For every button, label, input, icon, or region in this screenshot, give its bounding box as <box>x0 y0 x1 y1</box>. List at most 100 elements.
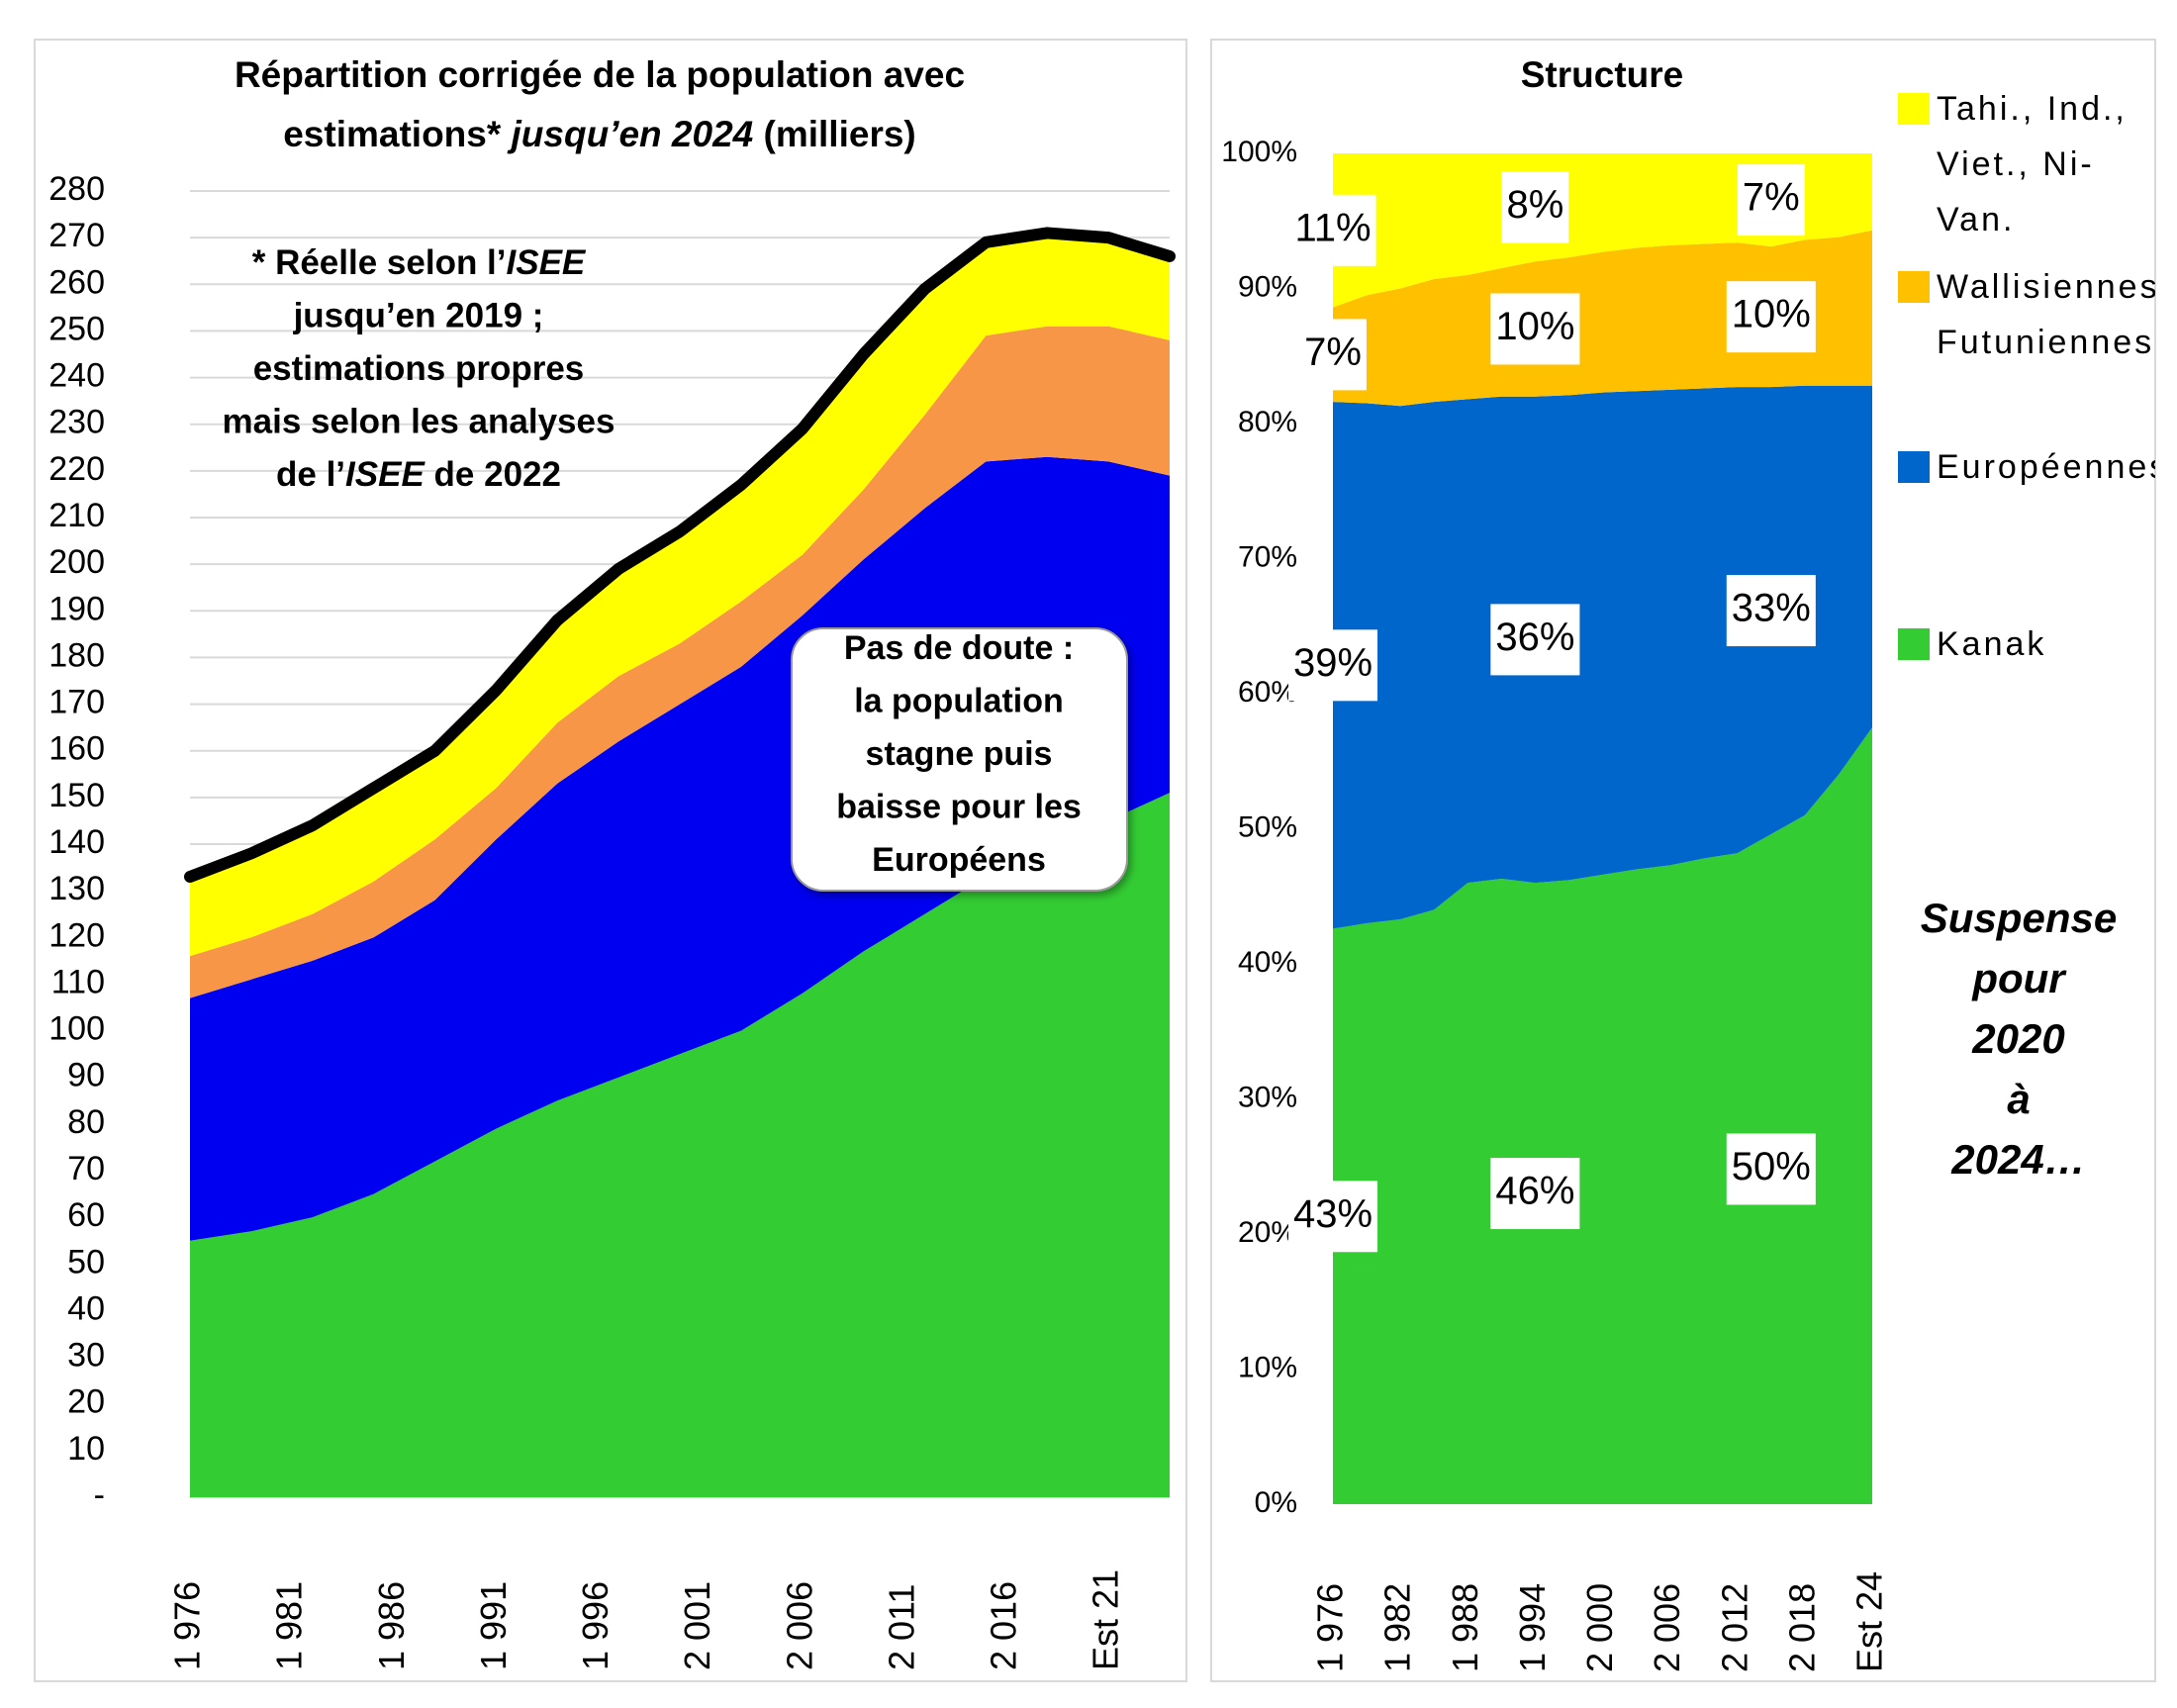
y-tick-label: 10 <box>67 1430 105 1468</box>
y-tick-label: 130 <box>48 870 105 907</box>
value-label-box <box>1490 293 1580 365</box>
callout-box <box>791 627 1128 892</box>
value-label: 33% <box>1732 587 1811 630</box>
y-tick-label: 250 <box>48 310 105 347</box>
x-tick-label: 1 996 <box>575 1581 615 1670</box>
y-tick-label: 40% <box>1238 946 1297 979</box>
value-label: 7% <box>1304 331 1362 374</box>
value-label-box <box>1726 1133 1816 1205</box>
y-tick-label: 100% <box>1221 136 1297 168</box>
y-tick-label: 10% <box>1238 1351 1297 1383</box>
y-tick-label: 190 <box>48 590 105 627</box>
value-label-box <box>1299 319 1367 391</box>
y-tick-label: 90 <box>67 1057 105 1094</box>
note: de l’ISEE de 2022 <box>276 455 561 494</box>
area <box>1333 385 1872 929</box>
y-tick-label: 200 <box>48 543 105 581</box>
legend-label: Kanak <box>1937 625 2047 663</box>
note-part: jusqu’en 2019 ; <box>293 297 544 335</box>
y-tick-label: 60 <box>67 1196 105 1234</box>
area <box>1333 727 1872 1504</box>
callout-text: Pas de doute : <box>844 629 1074 667</box>
x-tick-label: Est 24 <box>1849 1571 1890 1672</box>
y-tick-label: 220 <box>48 450 105 488</box>
y-tick-label: 280 <box>48 170 105 208</box>
y-tick-label: 210 <box>48 497 105 534</box>
value-label-box <box>1287 1181 1378 1253</box>
y-tick-label: 120 <box>48 916 105 954</box>
y-tick-label: 0% <box>1255 1486 1297 1519</box>
value-label-box <box>1287 629 1378 702</box>
areas <box>1333 153 1872 1504</box>
value-label: 36% <box>1495 616 1574 659</box>
note-part: de l’ <box>276 455 345 494</box>
x-tick-label: 2 006 <box>1647 1583 1687 1672</box>
note: estimations propres <box>253 349 585 388</box>
area <box>190 793 1170 1497</box>
note-part: * Réelle selon l’ <box>252 243 507 282</box>
x-tick-label: 2 018 <box>1781 1583 1822 1672</box>
legend-swatch <box>1898 451 1930 483</box>
y-tick-label: 50% <box>1238 810 1297 843</box>
x-tick-label: 1 981 <box>269 1581 310 1670</box>
legend-swatch <box>1898 93 1930 125</box>
y-tick-label: 270 <box>48 217 105 254</box>
y-tick-label: 20 <box>67 1383 105 1421</box>
y-tick-label: 50 <box>67 1243 105 1281</box>
x-tick-label: 1 982 <box>1377 1583 1418 1672</box>
chart-title: Répartition corrigée de la population av… <box>235 54 965 95</box>
y-tick-label: 170 <box>48 684 105 721</box>
side-note: 2024… <box>1950 1136 2085 1183</box>
y-tick-label: 70 <box>67 1150 105 1187</box>
legend-label: Européennes <box>1937 448 2155 486</box>
note-part: estimations propres <box>253 349 585 388</box>
note: jusqu’en 2019 ; <box>293 297 544 335</box>
legend-entry: Européennes <box>1937 448 2155 486</box>
area <box>190 326 1170 998</box>
note: mais selon les analyses <box>223 403 615 441</box>
x-tick-label: 1 988 <box>1445 1583 1485 1672</box>
value-label: 43% <box>1293 1192 1372 1236</box>
x-tick-label: 2 016 <box>984 1581 1024 1670</box>
y-tick-label: 30 <box>67 1337 105 1375</box>
total-line <box>184 227 1176 883</box>
y-tick-label: 240 <box>48 357 105 395</box>
y-tick-label: 20% <box>1238 1216 1297 1249</box>
note-part: ISEE <box>507 243 587 282</box>
callout-text: stagne puis <box>866 735 1053 773</box>
value-label: 10% <box>1732 293 1811 336</box>
x-tick-label: 2 011 <box>881 1584 921 1670</box>
legend-entry: Tahi., Ind., Viet., Ni-Van. <box>1937 90 2125 238</box>
y-tick-label: 180 <box>48 636 105 674</box>
chart-title-part: estimations* <box>283 114 511 154</box>
x-tick-label: 1 976 <box>1310 1583 1351 1672</box>
chart-title-part: (milliers) <box>753 114 916 154</box>
x-tick-label: 1 991 <box>473 1581 514 1670</box>
legend-swatch <box>1898 628 1930 660</box>
y-tick-label: 150 <box>48 777 105 814</box>
y-tick-label: 140 <box>48 823 105 861</box>
side-note: pour <box>1971 955 2067 1001</box>
note-part: mais selon les analyses <box>223 403 615 441</box>
side-note: 2020 <box>1971 1015 2064 1062</box>
y-tick-label: 260 <box>48 263 105 301</box>
y-tick-label: 110 <box>51 963 105 1000</box>
legend-entry: Kanak <box>1937 625 2047 663</box>
legend-entry: Wallisiennes, Futuniennes <box>1937 268 2155 361</box>
x-tick-label: Est 21 <box>1086 1569 1126 1670</box>
x-tick-label: 1 994 <box>1512 1583 1553 1672</box>
y-tick-label: 160 <box>48 730 105 768</box>
y-tick-label: 230 <box>48 404 105 441</box>
x-tick-label: 2 006 <box>779 1581 819 1670</box>
chart-title-part: Répartition corrigée de la population av… <box>235 54 965 95</box>
side-note: Suspense <box>1921 895 2117 941</box>
note: * Réelle selon l’ISEE <box>252 243 587 282</box>
value-label: 46% <box>1495 1170 1574 1213</box>
area <box>1333 153 1872 308</box>
y-tick-label: 80% <box>1238 406 1297 438</box>
value-label: 50% <box>1732 1145 1811 1188</box>
side-note: à <box>2007 1076 2030 1122</box>
y-tick-label: - <box>94 1476 105 1514</box>
